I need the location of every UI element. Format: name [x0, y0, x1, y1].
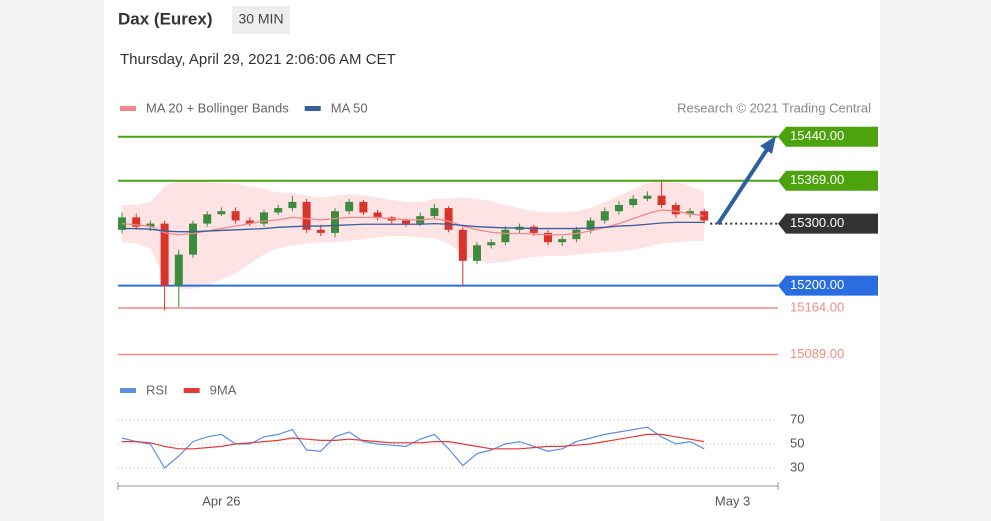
candle-body [373, 212, 382, 218]
candle-body [146, 223, 155, 227]
level-label: 15369.00 [790, 172, 844, 187]
arrow [716, 146, 770, 226]
candle-body [544, 232, 552, 243]
level-label: 15200.00 [790, 277, 844, 292]
level-tag [778, 126, 878, 147]
legend-label: 9MA [210, 382, 237, 397]
legend-swatch [120, 388, 136, 393]
level-tag [778, 213, 878, 234]
candle-body [345, 201, 354, 212]
bollinger-band [122, 178, 705, 289]
candle-body [217, 211, 226, 215]
candle-body [316, 229, 325, 233]
rsi-line [122, 433, 705, 450]
candle-body [572, 229, 581, 240]
x-tick-label: Apr 26 [202, 493, 240, 508]
candle-body [274, 208, 283, 213]
credit: Research © 2021 Trading Central [677, 100, 871, 115]
ma-line [122, 221, 705, 233]
candle-body [473, 245, 481, 261]
candle-body [160, 223, 169, 286]
candle-body [501, 229, 510, 243]
y-tick-label: 70 [790, 411, 804, 426]
candle-body [600, 211, 609, 221]
candle-body [671, 204, 680, 215]
legend-swatch [304, 106, 321, 111]
candle-body [629, 198, 638, 205]
legend-swatch [183, 388, 200, 393]
level-label: 15440.00 [790, 128, 844, 143]
interval-box [232, 6, 290, 34]
candle-body [203, 214, 212, 224]
candle-body [615, 204, 623, 212]
interval: 30 MIN [238, 11, 283, 27]
candle-body [586, 220, 595, 230]
candle-body [288, 201, 297, 209]
level-label: 15164.00 [790, 299, 844, 314]
candle-body [529, 226, 538, 233]
title: Dax (Eurex) [118, 9, 212, 28]
candle-body [430, 208, 439, 217]
x-tick-label: May 3 [715, 493, 750, 508]
candle-body [444, 208, 453, 230]
legend-swatch [120, 106, 136, 111]
candle-body [686, 211, 694, 215]
legend-label: MA 20 + Bollinger Bands [146, 100, 289, 115]
candle-body [260, 212, 268, 224]
level-tag [778, 170, 878, 191]
level-label: 15089.00 [790, 346, 844, 361]
candle-body [558, 239, 567, 243]
candle-body [402, 220, 410, 224]
candle-body [657, 195, 666, 205]
arrow-head [760, 136, 776, 154]
candle-body [331, 211, 339, 233]
y-tick-label: 30 [790, 459, 804, 474]
candle-body [643, 195, 652, 199]
candle-body [302, 201, 311, 230]
candle-body [359, 201, 368, 213]
candle-body [487, 242, 496, 246]
level-label: 15300.00 [790, 215, 844, 230]
level-tag [778, 275, 878, 296]
candle-body [174, 254, 183, 286]
y-tick-label: 50 [790, 435, 804, 450]
candle-body [132, 217, 141, 227]
candle-body [458, 229, 467, 261]
legend-label: RSI [146, 382, 168, 397]
legend-label: MA 50 [331, 100, 368, 115]
candle-body [245, 220, 254, 224]
candle-body [231, 211, 240, 221]
candle-body [189, 223, 197, 255]
timestamp: Thursday, April 29, 2021 2:06:06 AM CET [120, 51, 396, 68]
